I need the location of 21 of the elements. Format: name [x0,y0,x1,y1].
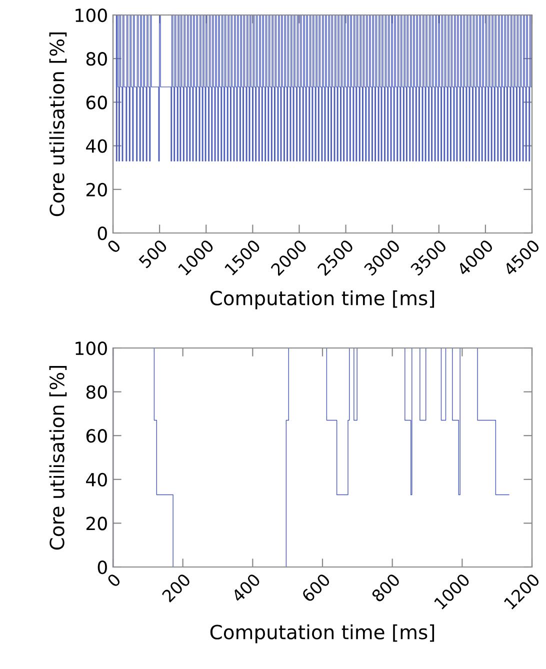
y-axis-title: Core utilisation [%] [49,32,67,216]
y-tick-label: 20 [86,516,107,530]
y-tick-label: 80 [86,52,107,66]
y-axis-title: Core utilisation [%] [49,366,67,550]
x-axis-title: Computation time [ms] [210,624,434,644]
y-tick-label: 40 [86,139,107,153]
y-tick-label: 100 [76,341,107,356]
x-tick-label: 200 [161,572,192,603]
x-axis-title: Computation time [ms] [210,290,434,310]
y-tick-label: 0 [98,560,107,574]
x-tick-label: 800 [370,572,401,603]
y-tick-label: 60 [86,96,107,110]
y-tick-label: 60 [86,429,107,443]
y-tick-label: 80 [86,385,107,399]
y-tick-label: 0 [98,226,107,240]
y-tick-label: 40 [86,472,107,487]
y-tick-label: 100 [76,8,107,22]
x-tick-label: 400 [230,572,262,603]
x-tick-label: 600 [301,572,331,603]
x-tick-label: 500 [138,238,168,269]
y-tick-label: 20 [86,182,107,197]
